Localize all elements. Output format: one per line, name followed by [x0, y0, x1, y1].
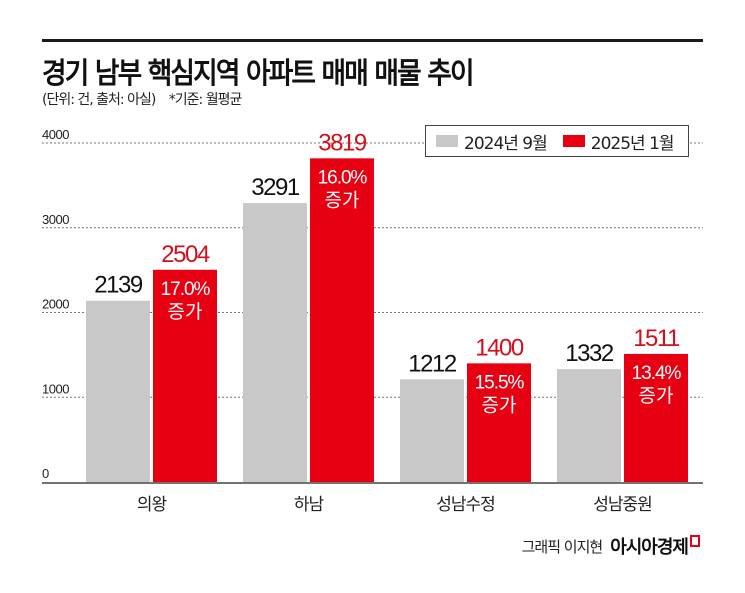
value-label-2024: 1332: [565, 340, 614, 367]
bar-2024: [400, 379, 464, 482]
value-label-2024: 1212: [408, 350, 457, 377]
x-category-label: 성남중원: [593, 495, 652, 515]
y-tick-label: 4000: [42, 127, 69, 142]
y-tick-label: 1000: [42, 381, 69, 396]
bar-2025: [467, 363, 531, 482]
value-label-2025: 3819: [318, 129, 367, 156]
increase-pct-label: 15.5%: [475, 372, 525, 393]
bar-2025: [624, 353, 688, 482]
increase-word-label: 증가: [482, 394, 517, 416]
legend-item-2025: 2025년 1월: [562, 129, 675, 154]
value-label-2024: 3291: [251, 174, 300, 201]
increase-word-label: 증가: [325, 189, 360, 211]
brand-mark-icon: [690, 535, 700, 547]
top-rule: [42, 39, 703, 42]
increase-pct-label: 17.0%: [161, 279, 211, 300]
legend-label-2025: 2025년 1월: [590, 133, 675, 154]
credit: 그래픽 이지현 아시아경제: [522, 533, 700, 559]
legend: 2024년 9월 2025년 1월: [425, 125, 689, 157]
x-category-label: 의왕: [137, 495, 167, 515]
increase-word-label: 증가: [168, 301, 203, 323]
x-category-label: 하남: [294, 495, 325, 515]
y-tick-label: 0: [42, 466, 49, 481]
increase-pct-label: 13.4%: [632, 363, 682, 384]
brand-logo: 아시아경제: [610, 537, 689, 558]
increase-pct-label: 16.0%: [318, 167, 368, 188]
legend-item-2024: 2024년 9월: [436, 129, 548, 154]
legend-swatch-2024: [436, 135, 458, 147]
value-label-2025: 2504: [161, 241, 210, 268]
y-tick-label: 3000: [42, 212, 69, 227]
value-label-2025: 1400: [475, 334, 524, 361]
chart-title: 경기 남부 핵심지역 아파트 매매 매물 추이: [42, 56, 475, 90]
chart-subtitle: (단위: 건, 출처: 아실) *기준: 월평균: [42, 89, 251, 109]
x-category-label: 성남수정: [436, 495, 495, 515]
increase-word-label: 증가: [639, 385, 674, 407]
value-label-2025: 1511: [633, 325, 680, 352]
bar-2024: [557, 369, 621, 482]
y-tick-label: 2000: [42, 297, 69, 312]
graphic-credit: 그래픽 이지현: [521, 537, 604, 556]
basis-note: *기준: 월평균: [168, 92, 243, 108]
value-label-2024: 2139: [94, 272, 143, 299]
legend-label-2024: 2024년 9월: [464, 133, 548, 154]
bar-2024: [86, 300, 150, 482]
legend-swatch-2025: [562, 135, 585, 147]
bar-2025: [153, 269, 217, 482]
unit-note: (단위: 건, 출처: 아실): [42, 92, 156, 108]
bar-2024: [243, 203, 307, 482]
bar-2025: [310, 158, 374, 482]
